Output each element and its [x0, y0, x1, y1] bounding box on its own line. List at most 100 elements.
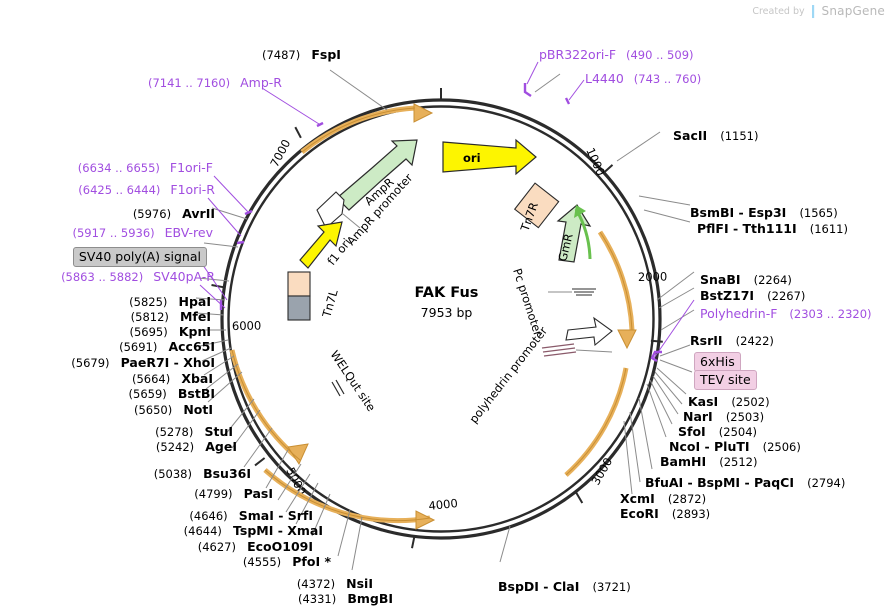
label-pos: (5825): [129, 295, 168, 309]
label-name: SacII: [673, 128, 708, 143]
label-name: BfuAI - BspMI - PaqCI: [645, 475, 795, 490]
label-name: BmgBI: [347, 591, 393, 606]
label-amp-r: (7141 .. 7160) Amp-R: [148, 75, 282, 90]
label-pos: (2502): [731, 395, 770, 409]
leader-lines-top: [329, 69, 561, 111]
label-pos: (5695): [129, 325, 168, 339]
label-name: PaeR7I - XhoI: [120, 355, 215, 370]
label-snabi: SnaBI (2264): [700, 269, 792, 288]
label-name: PfoI *: [292, 554, 331, 569]
leader-lines-top-purple: [261, 61, 585, 125]
badge-tev-site: TEV site: [694, 370, 757, 390]
label-pos: (5038): [153, 467, 192, 481]
label-pos: (4331): [297, 592, 337, 606]
label-nari: NarI (2503): [683, 406, 764, 425]
label-name: PflFI - Tth111I: [697, 221, 797, 236]
label-polyhedrin-f: Polyhedrin-F (2303 .. 2320): [700, 306, 872, 321]
label-acc65i: (5691) Acc65I: [119, 336, 215, 355]
ruler-ticks: [211, 88, 663, 549]
label-pos: (5863 .. 5882): [61, 270, 144, 284]
svg-text:1000: 1000: [583, 146, 608, 178]
label-pos: (2512): [719, 455, 758, 469]
svg-text:polyhedrin promoter: polyhedrin promoter: [466, 324, 550, 426]
label-mfei: (5812) MfeI: [131, 306, 211, 325]
label-bstz17i: BstZ17I (2267): [700, 285, 805, 304]
label-name: SfoI: [678, 424, 706, 439]
label-bsmbi-esp3i: BsmBI - Esp3I (1565): [690, 202, 838, 221]
label-pos: (5664): [131, 372, 171, 386]
label-6xhis: 6xHis: [694, 351, 741, 372]
badge-6xhis: 6xHis: [694, 352, 741, 372]
svg-text:ori: ori: [463, 151, 481, 165]
label-pbr322ori-f: pBR322ori-F (490 .. 509): [539, 47, 694, 62]
label-name: NarI: [683, 409, 713, 424]
label-name: XbaI: [181, 371, 213, 386]
label-stui: (5278) StuI: [155, 421, 233, 440]
plasmid-size: 7953 bp: [420, 305, 473, 320]
label-kpni: (5695) KpnI: [129, 321, 211, 340]
label-pos: (5917 .. 5936): [72, 226, 155, 240]
orange-inner-outline: [231, 107, 633, 522]
label-name: MfeI: [179, 309, 211, 324]
label-tev-site: TEV site: [694, 369, 757, 390]
label-name: Amp-R: [240, 75, 282, 90]
svg-text:7000: 7000: [267, 137, 293, 169]
label-pos: (4799): [194, 487, 233, 501]
svg-text:4000: 4000: [428, 496, 459, 513]
label-fspi: (7487) FspI: [262, 44, 341, 63]
leader-lines-right-purple: [653, 299, 695, 359]
leader-lines-left: [195, 207, 363, 571]
label-pos: (2503): [725, 410, 765, 424]
label-f1ori-f: (6634 .. 6655) F1ori-F: [78, 160, 213, 175]
feature-tn7r: Tn7R: [513, 182, 560, 234]
label-name: L4440: [585, 71, 624, 86]
feature-welqut-site: WELQut site: [328, 348, 379, 414]
leader-lines-right: [616, 131, 695, 495]
svg-text:6000: 6000: [232, 318, 262, 333]
label-pos: (2264): [753, 273, 792, 287]
label-ecori: EcoRI (2893): [620, 503, 710, 522]
label-pos: (5812): [130, 310, 169, 324]
svg-text:GmR: GmR: [555, 232, 575, 263]
label-name: F1ori-R: [170, 182, 215, 197]
label-pos: (490 .. 509): [626, 48, 694, 62]
label-pos: (4644): [183, 524, 222, 538]
feature-gmr: GmR: [555, 204, 592, 263]
label-bamhi: BamHI (2512): [660, 451, 757, 470]
label-agei: (5242) AgeI: [156, 436, 237, 455]
label-pos: (5691): [119, 340, 158, 354]
label-bspdi-clai: BspDI - ClaI (3721): [498, 576, 631, 595]
label-pos: (2422): [735, 334, 774, 348]
label-pos: (5242): [155, 440, 195, 454]
label-sacii: SacII (1151): [673, 125, 759, 144]
label-name: AvrII: [182, 206, 215, 221]
label-smai-srfi: (4646) SmaI - SrfI: [189, 505, 313, 524]
label-pos: (1565): [799, 206, 838, 220]
label-ecoo109i: (4627) EcoO109I: [198, 536, 313, 555]
label-name: NsiI: [346, 576, 373, 591]
label-name: TspMI - XmaI: [233, 523, 323, 538]
label-name: BsmBI - Esp3I: [690, 205, 787, 220]
label-pos: (2794): [807, 476, 846, 490]
label-avrii: (5976) AvrII: [133, 203, 215, 222]
label-name: BamHI: [660, 454, 707, 469]
label-pos: (7141 .. 7160): [148, 76, 231, 90]
label-pos: (1151): [720, 129, 759, 143]
label-bsu36i: (5038) Bsu36I: [154, 463, 251, 482]
label-paer7i-xhoi: (5679) PaeR7I - XhoI: [71, 352, 215, 371]
label-pasi: (4799) PasI: [194, 483, 273, 502]
label-pos: (5659): [128, 387, 167, 401]
label-ebv-rev: (5917 .. 5936) EBV-rev: [73, 225, 214, 240]
label-nsii: (4372) NsiI: [297, 573, 373, 592]
label-name: PasI: [243, 486, 273, 501]
label-pos: (7487): [262, 48, 301, 62]
label-rsrii: RsrII (2422): [690, 330, 774, 349]
label-l4440: L4440 (743 .. 760): [585, 71, 701, 86]
label-name: SnaBI: [700, 272, 741, 287]
snapgene-logo-icon: ❙: [807, 3, 819, 19]
label-name: EBV-rev: [164, 225, 213, 240]
label-name: pBR322ori-F: [539, 47, 617, 62]
label-pos: (5679): [71, 356, 110, 370]
label-f1ori-r: (6425 .. 6444) F1ori-R: [78, 182, 215, 197]
label-name: BstZ17I: [700, 288, 755, 303]
